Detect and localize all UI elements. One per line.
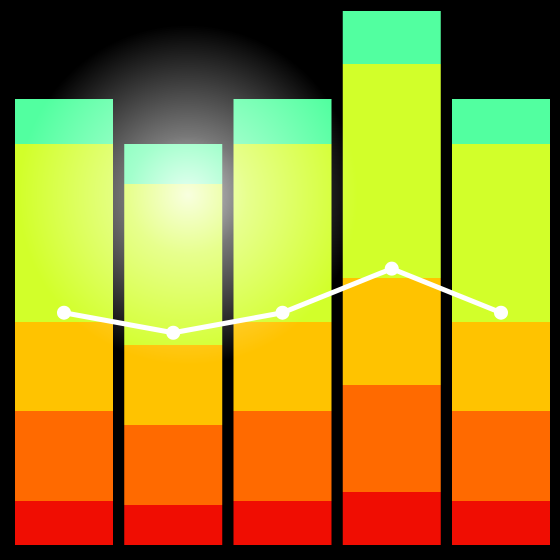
level-point-5 [494, 305, 508, 320]
bar-5-segment-amber [452, 322, 550, 411]
bar-4-segment-mint [342, 11, 441, 64]
level-point-1 [57, 305, 71, 320]
bar-5-segment-orange [452, 411, 550, 501]
bar-1-segment-orange [15, 411, 113, 501]
bar-5-segment-mint [452, 99, 550, 144]
level-point-3 [275, 305, 290, 320]
level-line-group [57, 261, 508, 340]
bar-4-segment-red [342, 492, 441, 545]
level-point-4 [384, 261, 399, 276]
bar-1-segment-red [15, 501, 113, 545]
bar-4-segment-lime [342, 64, 441, 278]
bar-4-segment-amber [342, 278, 441, 385]
level-point-2 [166, 325, 181, 340]
bar-2-segment-red [124, 505, 223, 545]
bar-3-segment-red [233, 501, 332, 545]
bar-4-segment-orange [342, 385, 441, 492]
bar-2-segment-orange [124, 425, 223, 505]
bar-5-segment-red [452, 501, 550, 545]
bar-3-segment-orange [233, 411, 332, 501]
bar-5-segment-lime [452, 144, 550, 322]
light-glow [18, 25, 358, 365]
